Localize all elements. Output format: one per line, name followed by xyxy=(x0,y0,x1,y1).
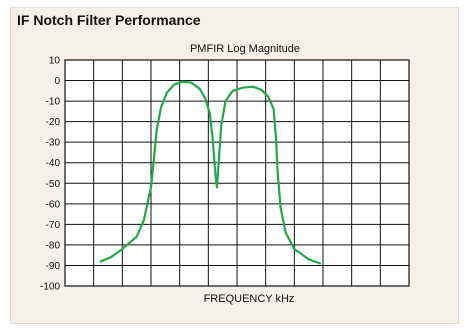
y-tick-label: -90 xyxy=(46,261,61,272)
y-tick-labels: 10 0 -10 -20 -30 -40 -50 -60 -70 -80 -90 -100 xyxy=(40,56,60,293)
y-tick-label: 0 xyxy=(54,76,60,87)
y-tick-label: -80 xyxy=(46,240,61,251)
chart-title: PMFIR Log Magnitude xyxy=(190,43,300,55)
y-tick-label: -20 xyxy=(46,117,61,128)
series-line xyxy=(99,80,322,265)
y-tick-label: -10 xyxy=(46,97,61,108)
y-tick-label: -40 xyxy=(46,158,61,169)
y-tick-label: -30 xyxy=(46,138,61,149)
series-layer xyxy=(99,80,322,265)
y-tick-label: -50 xyxy=(46,179,61,190)
x-axis-label: FREQUENCY kHz xyxy=(204,293,295,305)
y-tick-label: 10 xyxy=(49,56,61,67)
y-tick-label: -70 xyxy=(46,220,61,231)
panel-title: IF Notch Filter Performance xyxy=(17,12,201,28)
y-tick-label: -60 xyxy=(46,199,61,210)
y-tick-label: -100 xyxy=(40,282,60,293)
